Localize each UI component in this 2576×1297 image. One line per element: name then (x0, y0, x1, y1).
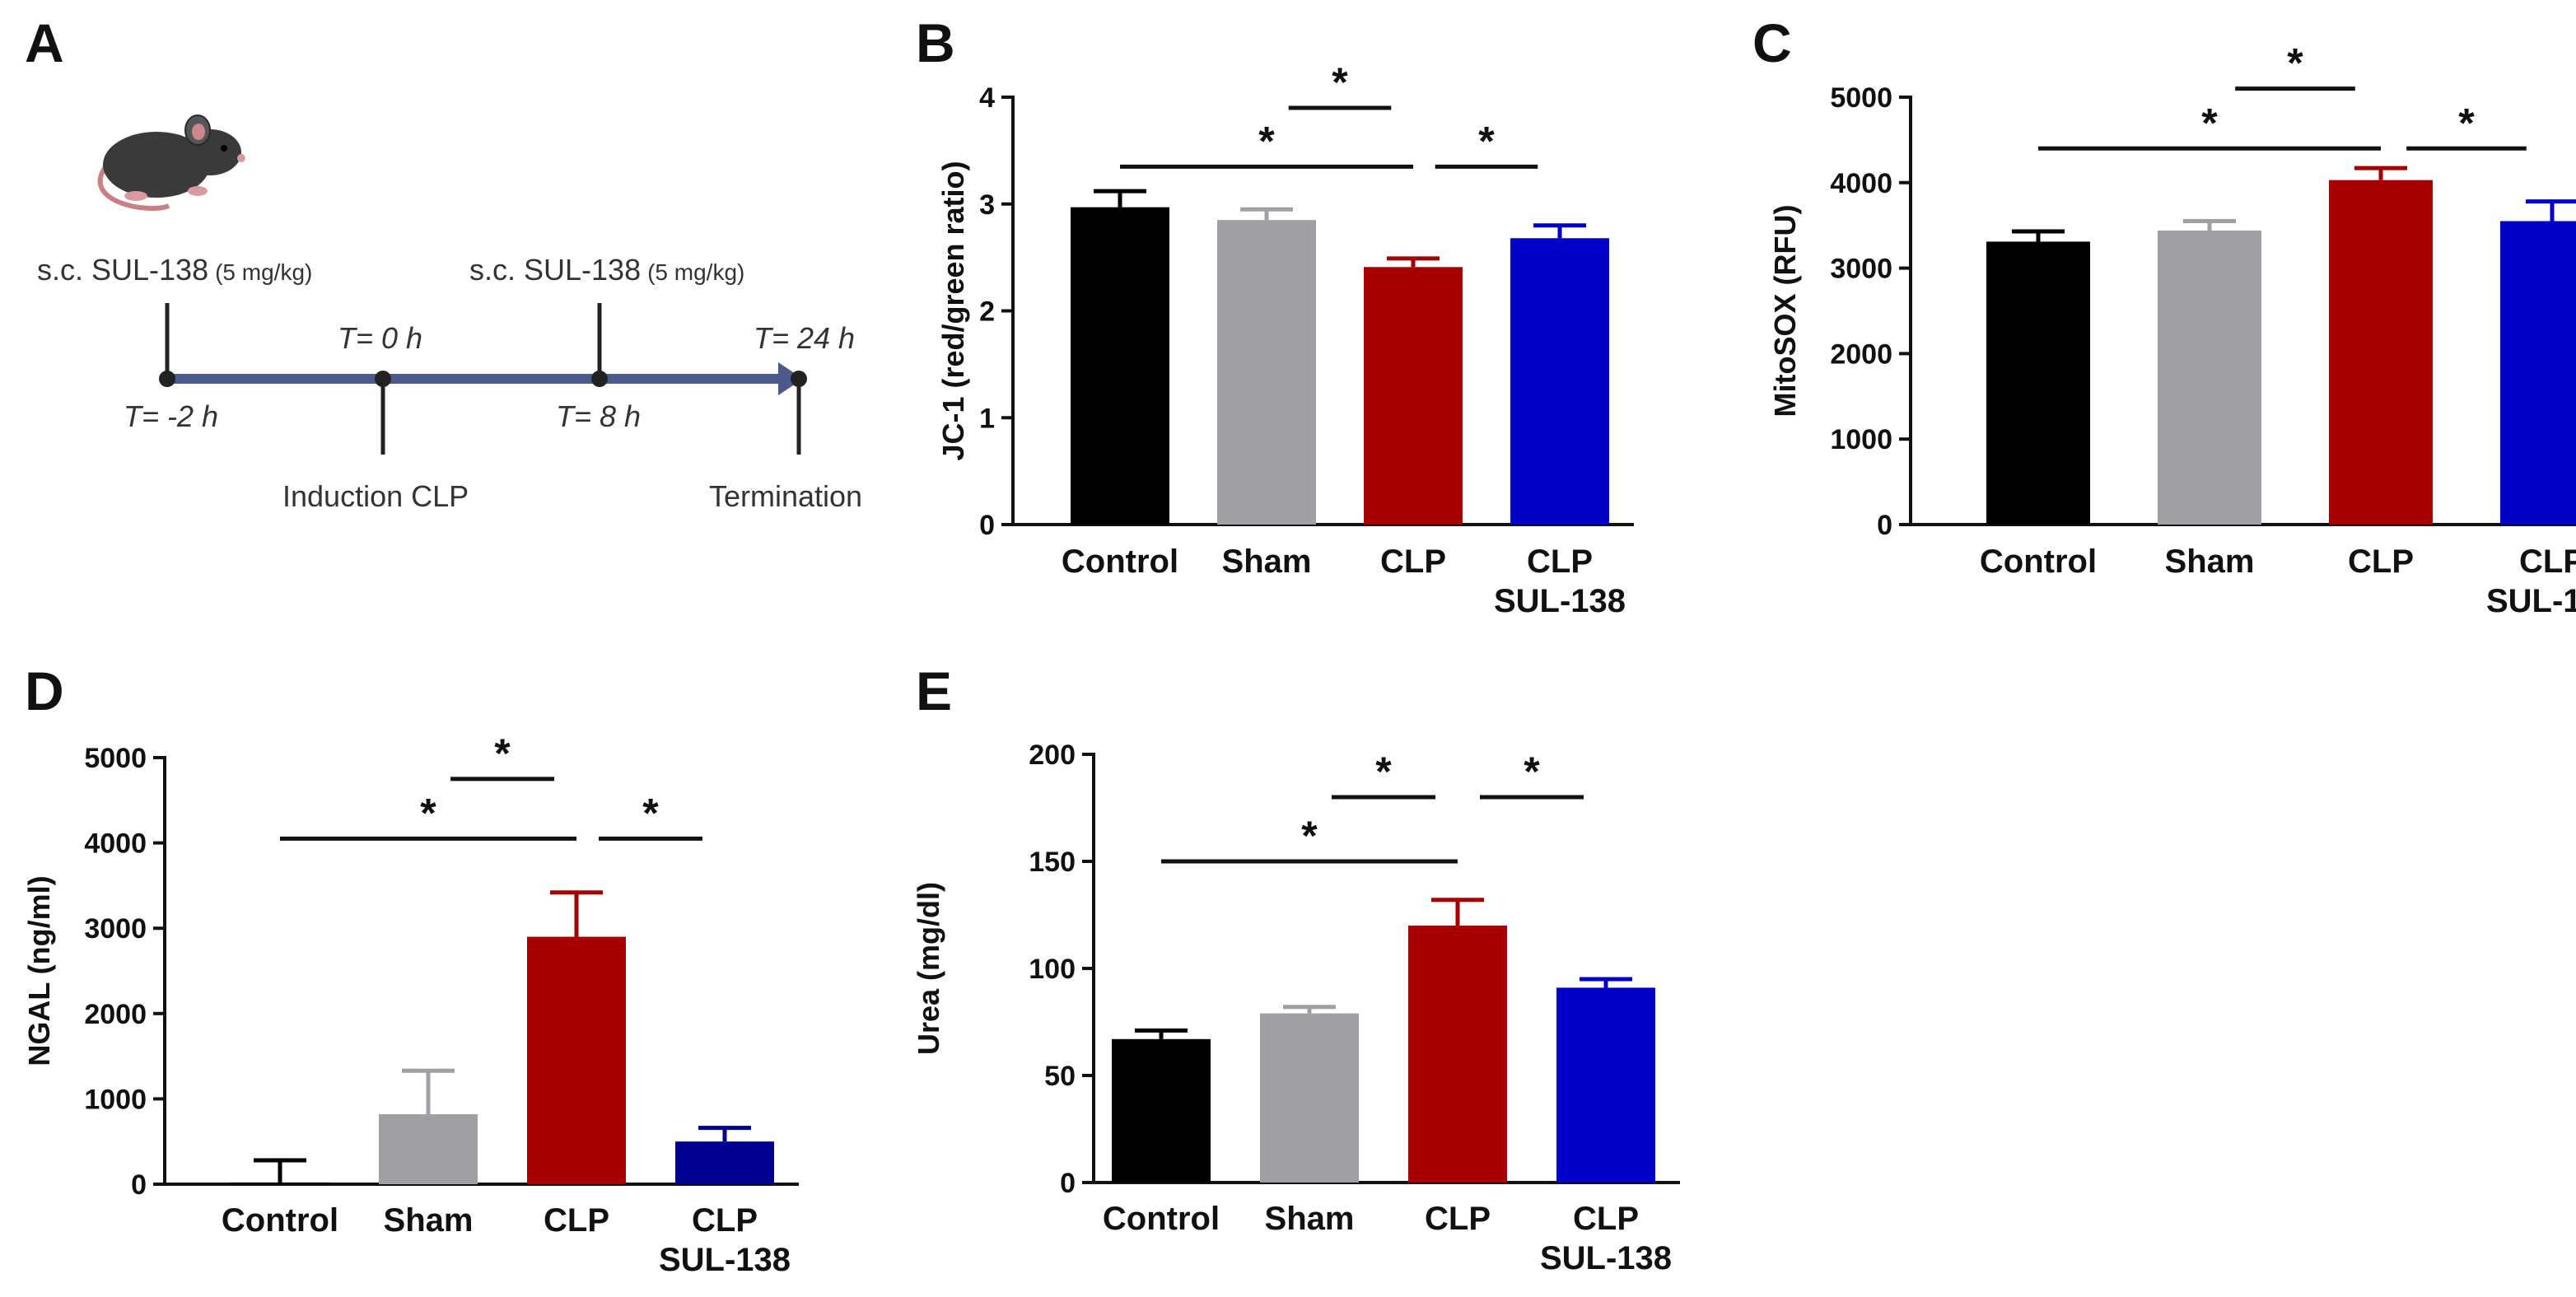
significance-star-3: * (642, 790, 659, 836)
y-tick-label: 50 (1044, 1061, 1076, 1092)
significance-star-2: * (1332, 59, 1348, 105)
y-tick-label: 0 (131, 1169, 147, 1201)
y-tick-label: 2 (979, 296, 995, 328)
category-label: Control (1062, 544, 1178, 580)
y-tick-label: 3000 (1830, 254, 1892, 285)
category-label: SUL-138 (1540, 1240, 1672, 1276)
panel-letter-a: A (25, 12, 64, 73)
y-tick-label: 4000 (1830, 168, 1892, 199)
significance-star-3: * (2458, 100, 2475, 146)
significance-star-1: * (1301, 813, 1318, 859)
y-tick-label: 1000 (84, 1084, 147, 1115)
category-label: Sham (1265, 1201, 1355, 1237)
significance-star-2: * (494, 730, 511, 777)
significance-star-1: * (1258, 118, 1275, 164)
chart-mitosox: C 0 1000 2000 3000 4000 5000 MitoSOX (RFU) Contr… (1752, 12, 2576, 619)
event-label-induction: Induction CLP (282, 479, 469, 513)
chart-jc1: B 0 1 2 3 4 JC-1 (red/green ratio) Control Sham C… (916, 12, 1634, 619)
time-label-t0: T= 0 h (338, 321, 422, 355)
category-label: Sham (2165, 544, 2255, 580)
time-label-t8: T= 8 h (556, 399, 641, 433)
panel-letter-b: B (916, 12, 955, 73)
significance-star-2: * (2287, 40, 2303, 86)
marker-t8 (591, 371, 608, 387)
bar-1 (1071, 207, 1169, 525)
y-tick-label: 4000 (84, 828, 147, 860)
bar-2 (1260, 1013, 1359, 1183)
event-label-termination: Termination (709, 479, 862, 513)
y-tick-label: 100 (1029, 954, 1076, 985)
category-label: SUL-138 (659, 1242, 791, 1278)
panel-letter-c: C (1752, 12, 1792, 73)
category-label: Sham (384, 1202, 474, 1239)
time-label-t-minus2: T= -2 h (124, 399, 218, 433)
y-tick-label: 200 (1029, 739, 1076, 771)
significance-star-3: * (1478, 118, 1495, 164)
y-tick-label: 0 (1877, 510, 1892, 541)
bar-3 (1408, 926, 1507, 1183)
y-tick-label: 0 (1060, 1168, 1076, 1199)
bar-3 (1364, 267, 1463, 525)
panel-letter-e: E (916, 660, 952, 721)
bar-4 (1556, 987, 1655, 1183)
category-label: Control (222, 1202, 338, 1239)
bar-1 (1112, 1038, 1211, 1183)
bar-4 (1510, 238, 1609, 525)
category-label: CLP (1573, 1201, 1639, 1237)
dose-label-1: s.c. SUL-138 (5 mg/kg) (37, 253, 312, 287)
y-axis-title: NGAL (ng/ml) (22, 875, 56, 1066)
chart-urea: E 0 50 100 150 200 Urea (mg/dl) Control Sham CLP C… (912, 660, 1680, 1276)
marker-t-minus2 (159, 371, 175, 387)
category-label: SUL-138 (2486, 583, 2576, 619)
category-label: CLP (1380, 544, 1446, 580)
time-label-t24: T= 24 h (754, 321, 855, 355)
significance-star-3: * (1524, 749, 1540, 795)
bar-2 (2158, 230, 2261, 525)
marker-t0 (375, 371, 391, 387)
chart-ngal: D 0 1000 2000 3000 4000 5000 NGAL (ng/ml) Contro… (22, 660, 799, 1278)
bar-4 (675, 1141, 774, 1184)
y-tick-label: 4 (979, 82, 995, 114)
dose-label-2: s.c. SUL-138 (5 mg/kg) (469, 253, 744, 287)
y-axis-title: MitoSOX (RFU) (1768, 205, 1802, 418)
bar-4 (2500, 221, 2576, 525)
significance-star-1: * (2201, 100, 2218, 146)
bar-3 (527, 936, 626, 1184)
y-tick-label: 0 (979, 510, 995, 541)
bar-2 (1217, 220, 1316, 525)
category-label: Control (1103, 1201, 1220, 1237)
y-tick-label: 5000 (84, 743, 147, 774)
mouse-icon (97, 114, 245, 211)
y-tick-label: 2000 (84, 999, 147, 1030)
category-label: SUL-138 (1494, 583, 1626, 619)
bar-1 (231, 1182, 329, 1184)
marker-t24 (791, 371, 807, 387)
category-label: CLP (544, 1202, 609, 1239)
bar-2 (379, 1114, 478, 1184)
significance-star-1: * (420, 790, 436, 836)
y-tick-label: 1000 (1830, 424, 1892, 455)
bar-3 (2329, 180, 2433, 525)
y-tick-label: 3000 (84, 913, 147, 945)
category-label: Sham (1222, 544, 1312, 580)
y-tick-label: 5000 (1830, 82, 1892, 114)
significance-star-2: * (1375, 749, 1392, 795)
category-label: CLP (2348, 544, 2414, 580)
panel-a: A s.c. SUL-138 (5 mg/kg) s.c. SUL-138 (5 m… (25, 12, 862, 513)
category-label: Control (1980, 544, 2097, 580)
y-tick-label: 3 (979, 189, 995, 221)
panel-letter-d: D (25, 660, 64, 721)
y-axis-title: Urea (mg/dl) (912, 882, 945, 1055)
category-label: CLP (692, 1202, 758, 1239)
y-tick-label: 2000 (1830, 338, 1892, 370)
bar-1 (1986, 241, 2090, 525)
category-label: CLP (2519, 544, 2576, 580)
y-tick-label: 150 (1029, 847, 1076, 878)
category-label: CLP (1527, 544, 1593, 580)
y-axis-title: JC-1 (red/green ratio) (936, 161, 970, 460)
y-tick-label: 1 (979, 403, 995, 434)
category-label: CLP (1425, 1201, 1491, 1237)
